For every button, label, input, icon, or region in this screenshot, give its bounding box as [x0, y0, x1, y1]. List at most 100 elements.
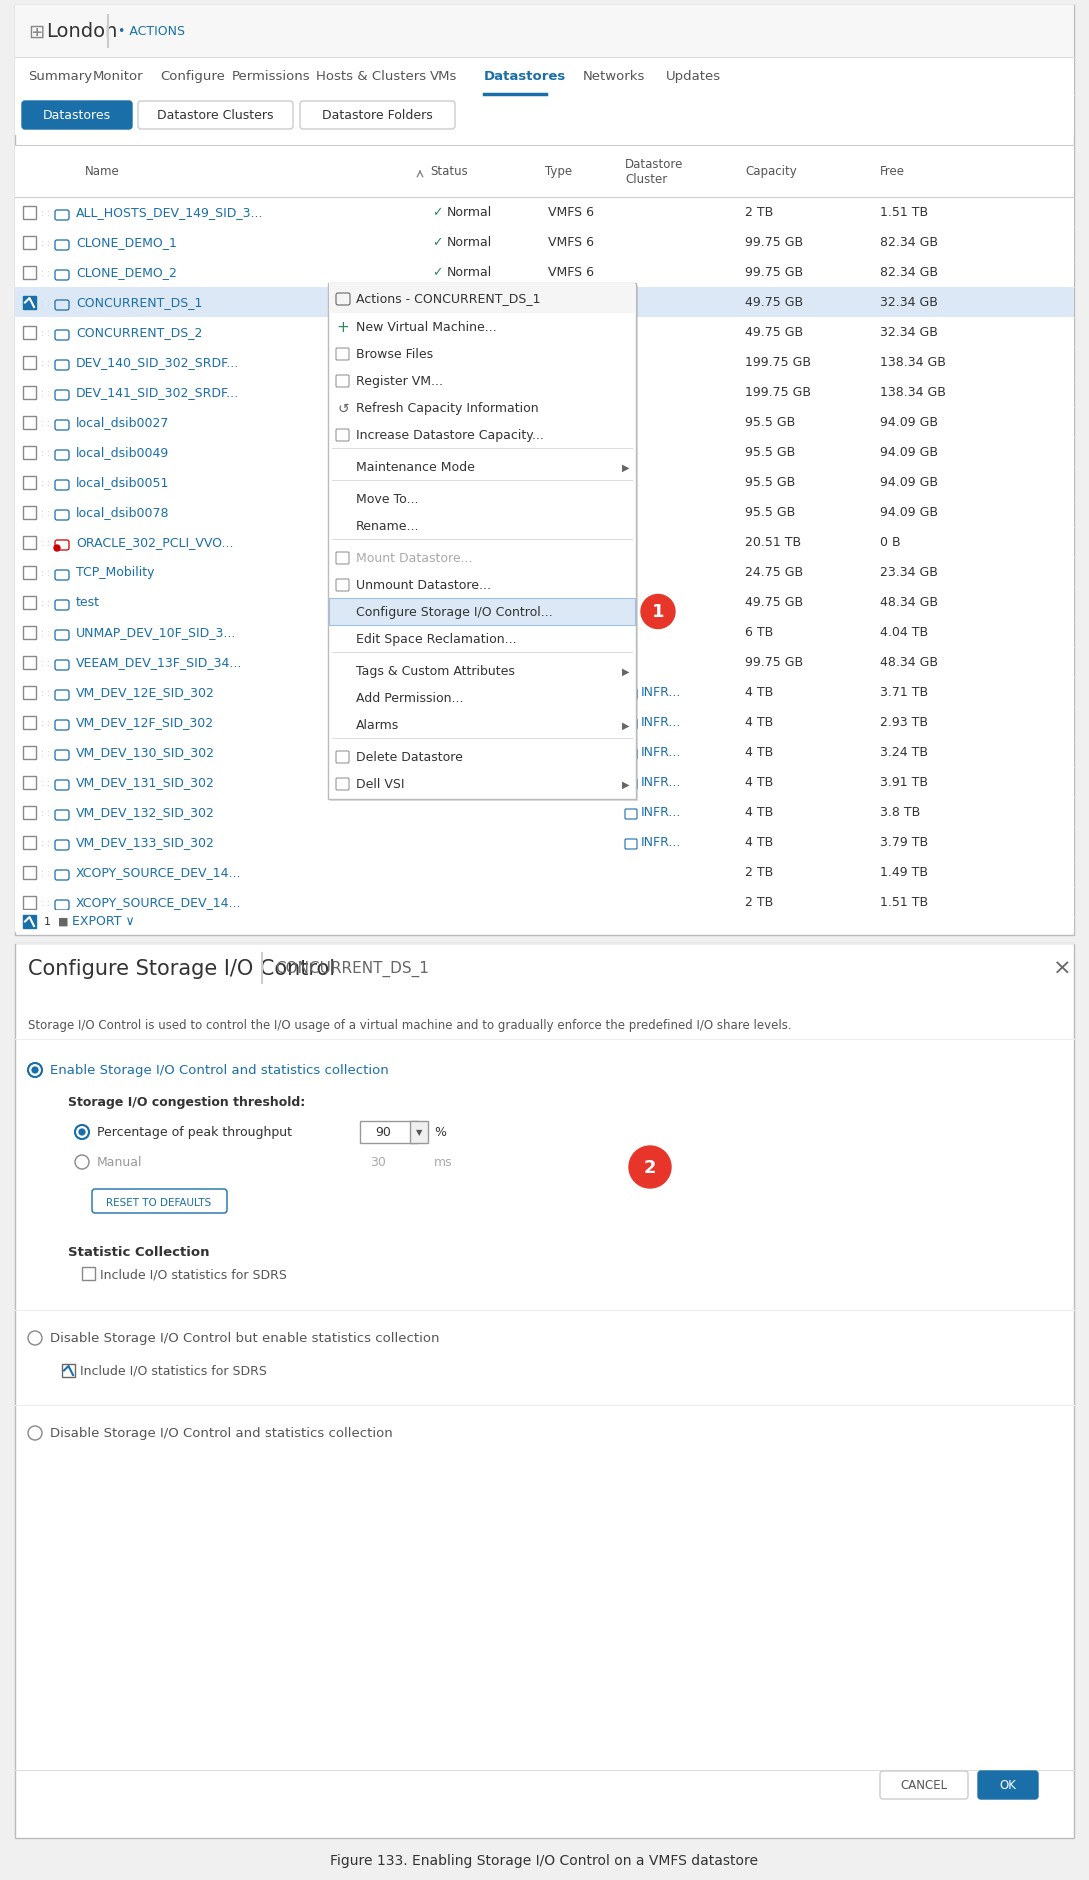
Text: Disable Storage I/O Control but enable statistics collection: Disable Storage I/O Control but enable s… — [50, 1331, 440, 1344]
Text: Datastore Folders: Datastore Folders — [322, 109, 432, 122]
Text: Delete Datastore: Delete Datastore — [356, 750, 463, 763]
FancyBboxPatch shape — [138, 102, 293, 130]
Bar — [15, 318, 1074, 348]
Text: VMs: VMs — [430, 70, 457, 83]
Text: 4 TB: 4 TB — [745, 807, 773, 820]
Text: VM_DEV_132_SID_302: VM_DEV_132_SID_302 — [76, 807, 215, 820]
FancyBboxPatch shape — [978, 1771, 1038, 1799]
Text: Include I/O statistics for SDRS: Include I/O statistics for SDRS — [79, 1363, 267, 1376]
Bar — [15, 528, 1074, 558]
Bar — [15, 498, 1074, 528]
Text: CONCURRENT_DS_1: CONCURRENT_DS_1 — [76, 297, 203, 310]
FancyBboxPatch shape — [22, 102, 132, 130]
Text: Datastores: Datastores — [42, 109, 111, 122]
Text: Figure 133. Enabling Storage I/O Control on a VMFS datastore: Figure 133. Enabling Storage I/O Control… — [330, 1854, 758, 1867]
Bar — [15, 378, 1074, 408]
Text: Type: Type — [544, 165, 572, 179]
Text: Browse Files: Browse Files — [356, 348, 433, 361]
Bar — [23, 237, 36, 250]
Text: 1: 1 — [44, 917, 51, 927]
Text: Datastores: Datastores — [484, 70, 566, 83]
Text: :: : — [41, 778, 45, 788]
Bar — [15, 910, 1074, 932]
Bar — [23, 656, 36, 669]
Text: :: : — [41, 598, 45, 607]
Text: 32.34 GB: 32.34 GB — [880, 327, 938, 338]
Text: 2: 2 — [644, 1158, 657, 1177]
Bar — [15, 619, 1074, 647]
Bar — [62, 1365, 75, 1378]
Text: 3.91 TB: 3.91 TB — [880, 776, 928, 790]
Text: :: : — [47, 267, 50, 278]
Text: 24.75 GB: 24.75 GB — [745, 566, 803, 579]
Bar — [23, 357, 36, 370]
Text: 1.51 TB: 1.51 TB — [880, 207, 928, 220]
Text: :: : — [41, 748, 45, 758]
Text: local_dsib0049: local_dsib0049 — [76, 446, 169, 459]
Bar — [23, 837, 36, 850]
Bar — [23, 686, 36, 699]
Text: INFR...: INFR... — [641, 746, 682, 760]
Text: Networks: Networks — [583, 70, 646, 83]
Text: OK: OK — [1000, 1778, 1016, 1792]
Text: VM_DEV_133_SID_302: VM_DEV_133_SID_302 — [76, 837, 215, 850]
Text: Monitor: Monitor — [93, 70, 144, 83]
Text: :: : — [47, 897, 50, 908]
Bar — [23, 508, 36, 519]
Text: 4.04 TB: 4.04 TB — [880, 626, 928, 639]
Text: 82.34 GB: 82.34 GB — [880, 267, 938, 280]
Text: 95.5 GB: 95.5 GB — [745, 506, 795, 519]
Text: Dell VSI: Dell VSI — [356, 778, 404, 791]
Text: ▶: ▶ — [622, 720, 629, 729]
Bar — [23, 867, 36, 880]
Text: Name: Name — [85, 165, 120, 179]
Text: CLONE_DEMO_1: CLONE_DEMO_1 — [76, 237, 176, 250]
Text: :: : — [41, 239, 45, 248]
Text: Alarms: Alarms — [356, 718, 400, 731]
Text: :: : — [47, 778, 50, 788]
Text: ✓: ✓ — [432, 207, 442, 220]
Bar — [15, 767, 1074, 797]
Bar — [23, 536, 36, 549]
Bar — [23, 916, 36, 929]
Bar — [15, 227, 1074, 258]
Text: Manual: Manual — [97, 1156, 143, 1169]
Text: Storage I/O Control is used to control the I/O usage of a virtual machine and to: Storage I/O Control is used to control t… — [28, 1019, 792, 1032]
Bar — [15, 647, 1074, 677]
Text: Statistic Collection: Statistic Collection — [68, 1246, 209, 1260]
Bar — [15, 737, 1074, 767]
Text: VM_DEV_12E_SID_302: VM_DEV_12E_SID_302 — [76, 686, 215, 699]
Bar — [15, 588, 1074, 619]
Bar — [15, 258, 1074, 288]
Bar — [23, 478, 36, 489]
Bar — [82, 1267, 95, 1280]
Text: ORACLE_302_PCLI_VVO...: ORACLE_302_PCLI_VVO... — [76, 536, 233, 549]
Text: :: : — [41, 838, 45, 848]
Text: Configure Storage I/O Control: Configure Storage I/O Control — [28, 959, 335, 978]
Circle shape — [75, 1156, 89, 1169]
Text: :: : — [41, 508, 45, 517]
Bar — [15, 797, 1074, 827]
Bar — [15, 348, 1074, 378]
Text: CANCEL: CANCEL — [901, 1778, 947, 1792]
Bar — [23, 566, 36, 579]
Circle shape — [32, 1066, 38, 1073]
Text: :: : — [41, 897, 45, 908]
Bar — [23, 387, 36, 400]
Text: Mount Datastore...: Mount Datastore... — [356, 551, 473, 564]
Text: Datastore
Cluster: Datastore Cluster — [625, 158, 684, 186]
Text: London: London — [46, 23, 118, 41]
Bar — [23, 447, 36, 461]
Text: :: : — [47, 867, 50, 878]
Bar — [23, 716, 36, 729]
Text: 49.75 GB: 49.75 GB — [745, 297, 803, 310]
Text: XCOPY_SOURCE_DEV_14...: XCOPY_SOURCE_DEV_14... — [76, 897, 242, 910]
Text: 4 TB: 4 TB — [745, 746, 773, 760]
Text: :: : — [47, 568, 50, 577]
Text: ▶: ▶ — [622, 666, 629, 677]
Text: 99.75 GB: 99.75 GB — [745, 267, 803, 280]
Text: :: : — [47, 297, 50, 308]
Text: :: : — [41, 357, 45, 368]
Bar — [15, 197, 1074, 227]
Text: Tags & Custom Attributes: Tags & Custom Attributes — [356, 666, 515, 677]
